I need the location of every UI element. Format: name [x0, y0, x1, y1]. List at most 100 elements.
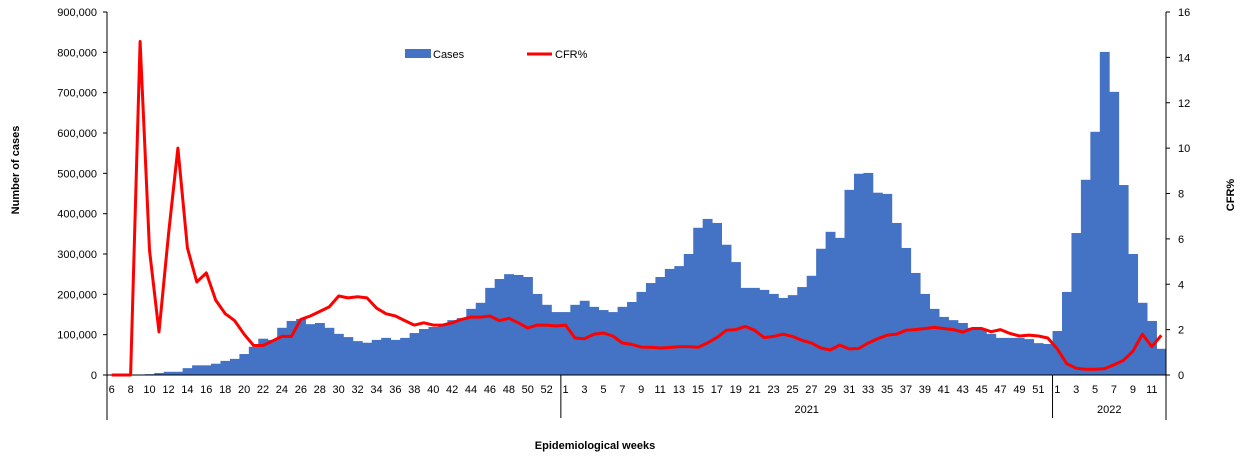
cases-bar — [655, 276, 666, 375]
year-label: 2021 — [794, 404, 818, 416]
x-tick-label: 32 — [351, 384, 363, 396]
x-tick-label: 11 — [654, 384, 665, 396]
x-tick-label: 28 — [314, 384, 326, 396]
legend-cfr-label: CFR% — [555, 49, 588, 61]
x-tick-label: 14 — [181, 384, 193, 396]
cases-bar — [315, 322, 325, 375]
x-tick-label: 17 — [711, 384, 723, 396]
y2-tick-label: 12 — [1178, 98, 1190, 110]
x-tick-label: 51 — [1032, 384, 1044, 396]
cases-bar — [920, 293, 931, 375]
y-tick-label: 600,000 — [57, 128, 97, 140]
x-tick-label: 44 — [465, 384, 477, 396]
cases-bar — [248, 346, 259, 375]
x-tick-label: 21 — [749, 384, 761, 396]
cases-bar — [541, 304, 552, 375]
cases-bar — [882, 193, 893, 375]
cases-bar — [939, 316, 949, 375]
x-tick-label: 15 — [692, 384, 704, 396]
x-tick-label: 40 — [427, 384, 439, 396]
x-tick-label: 22 — [257, 384, 269, 396]
cases-bar — [466, 308, 477, 375]
cases-bar — [693, 227, 704, 375]
x-tick-label: 46 — [484, 384, 496, 396]
y-tick-label: 200,000 — [57, 289, 97, 301]
y-tick-label: 400,000 — [57, 209, 97, 221]
cases-bar — [957, 322, 968, 375]
x-tick-label: 45 — [975, 384, 987, 396]
cases-bar — [825, 231, 836, 375]
y2-tick-label: 2 — [1178, 325, 1184, 337]
cases-bar — [891, 222, 902, 375]
cases-bar — [551, 312, 562, 375]
x-tick-label: 26 — [295, 384, 307, 396]
cases-bar — [627, 301, 637, 375]
cases-bar — [816, 248, 827, 375]
cases-bar — [617, 306, 628, 375]
y2-tick-label: 0 — [1178, 370, 1184, 382]
cfr-line — [111, 40, 1163, 377]
cases-bar — [428, 327, 439, 375]
cases-bar — [986, 333, 997, 375]
x-tick-label: 9 — [1130, 384, 1136, 396]
y-tick-label: 700,000 — [57, 88, 97, 100]
cases-bar — [1118, 185, 1129, 375]
year-label: 2022 — [1097, 404, 1121, 416]
x-tick-label: 36 — [389, 384, 401, 396]
cases-bar — [872, 192, 883, 375]
legend-cases-swatch — [405, 49, 431, 58]
x-tick-label: 9 — [638, 384, 644, 396]
legend: Cases CFR% — [405, 49, 588, 61]
cases-bar — [409, 333, 420, 375]
y-tick-label: 500,000 — [57, 168, 97, 180]
cases-bar — [333, 333, 344, 375]
x-tick-label: 50 — [522, 384, 534, 396]
cases-bar — [948, 320, 959, 375]
y2-tick-label: 14 — [1178, 52, 1190, 64]
x-axis-title: Epidemiological weeks — [535, 440, 655, 452]
cases-bar — [768, 293, 779, 375]
cases-bar — [778, 297, 789, 375]
cases-bar — [598, 310, 609, 375]
y2-tick-label: 4 — [1178, 279, 1184, 291]
cases-bar — [1005, 337, 1016, 375]
x-tick-label: 3 — [581, 384, 587, 396]
cases-bar — [456, 318, 467, 375]
x-tick-label: 5 — [1092, 384, 1098, 396]
x-tick-label: 30 — [333, 384, 345, 396]
cases-bar — [343, 337, 354, 375]
cases-bar — [1099, 51, 1110, 376]
cases-bar — [731, 262, 741, 375]
cases-bar — [532, 293, 543, 375]
cases-bar — [305, 324, 316, 375]
y-tick-label: 800,000 — [57, 47, 97, 59]
cases-bar — [390, 339, 401, 375]
cases-bar — [437, 324, 448, 375]
cases-bar — [485, 287, 496, 375]
x-tick-label: 1 — [1054, 384, 1060, 396]
x-tick-label: 31 — [843, 384, 855, 396]
cases-bar — [636, 291, 647, 375]
cases-bar — [995, 337, 1006, 375]
x-tick-label: 6 — [109, 384, 115, 396]
y2-tick-label: 6 — [1178, 234, 1184, 246]
cases-bar — [674, 266, 685, 375]
cases-bar — [229, 358, 240, 375]
cases-bar — [1137, 302, 1148, 375]
cases-bar — [362, 342, 373, 375]
cases-bar — [267, 339, 278, 375]
cases-bar — [352, 341, 363, 375]
y2-tick-label: 8 — [1178, 189, 1184, 201]
x-tick-label: 10 — [143, 384, 155, 396]
cases-bar — [702, 218, 713, 375]
y-tick-label: 900,000 — [57, 7, 97, 19]
cases-bar — [1071, 233, 1082, 375]
x-tick-label: 23 — [767, 384, 779, 396]
y-tick-label: 100,000 — [57, 330, 97, 342]
cases-bar — [192, 365, 202, 375]
cases-bar — [258, 338, 269, 375]
x-tick-label: 5 — [600, 384, 606, 396]
cases-bar — [560, 312, 571, 375]
cases-bar — [277, 327, 288, 375]
